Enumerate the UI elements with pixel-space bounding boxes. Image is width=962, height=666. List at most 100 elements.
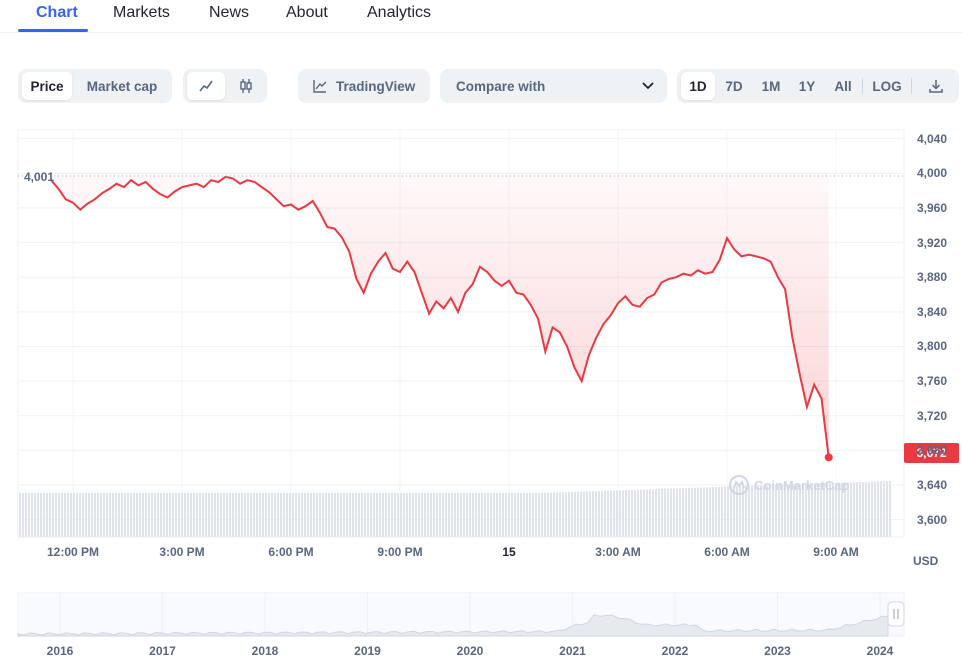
volume-bar — [517, 493, 519, 537]
volume-bar — [211, 493, 213, 537]
tab-markets[interactable]: Markets — [113, 4, 170, 21]
price-line — [50, 175, 830, 458]
volume-bar — [676, 488, 678, 537]
volume-bar — [325, 493, 327, 537]
volume-bar — [742, 486, 744, 537]
volume-bar — [241, 493, 243, 537]
volume-bar — [781, 484, 783, 537]
price-button[interactable]: Price — [22, 72, 72, 100]
range-1y-button[interactable]: 1Y — [798, 78, 816, 94]
compare-with-select[interactable]: Compare with — [440, 69, 667, 103]
volume-bar — [577, 491, 579, 537]
range-1d-button[interactable]: 1D — [681, 72, 715, 100]
tradingview-button[interactable]: TradingView — [298, 69, 430, 103]
volume-bar — [199, 493, 201, 537]
volume-bar — [232, 493, 234, 537]
x-tick-label: 9:00 AM — [813, 545, 859, 559]
log-scale-button[interactable]: LOG — [872, 78, 902, 94]
y-tick-label: 3,920 — [917, 235, 948, 250]
download-button[interactable] — [917, 72, 955, 100]
volume-bar — [754, 485, 756, 537]
volume-bar — [157, 493, 159, 537]
volume-bar — [124, 493, 126, 537]
y-tick-label: 3,680 — [917, 443, 948, 458]
volume-bar — [871, 481, 873, 537]
volume-bar — [52, 493, 54, 537]
volume-bar — [583, 491, 585, 537]
range-navigator[interactable] — [0, 592, 962, 638]
volume-bar — [397, 493, 399, 537]
navigator-year-label: 2023 — [764, 644, 791, 658]
volume-bar — [265, 493, 267, 537]
volume-bar — [385, 493, 387, 537]
candlestick-button[interactable] — [227, 72, 265, 100]
volume-bar — [271, 493, 273, 537]
market-cap-button[interactable]: Market cap — [86, 78, 158, 94]
volume-bar — [619, 490, 621, 537]
volume-bar — [370, 493, 372, 537]
volume-bar — [484, 493, 486, 537]
range-all-button[interactable]: All — [834, 78, 852, 94]
volume-bar — [133, 493, 135, 537]
volume-bar — [61, 493, 63, 537]
volume-bar — [511, 493, 513, 537]
volume-bar — [541, 493, 543, 537]
volume-bar — [121, 493, 123, 537]
volume-bar — [394, 493, 396, 537]
volume-bar — [625, 490, 627, 537]
volume-bar — [808, 483, 810, 537]
volume-bar — [760, 485, 762, 537]
volume-bar — [268, 493, 270, 537]
y-tick-label: 4,040 — [917, 131, 948, 146]
start-price-label: 4,001 — [24, 170, 55, 184]
tab-analytics[interactable]: Analytics — [367, 4, 432, 21]
volume-bar — [562, 492, 564, 537]
volume-bar — [832, 482, 834, 537]
volume-bar — [337, 493, 339, 537]
volume-bar — [880, 481, 882, 537]
navigator-handle[interactable] — [887, 601, 905, 627]
tab-news[interactable]: News — [209, 4, 250, 21]
x-tick-label: 15 — [502, 545, 516, 559]
volume-bar — [310, 493, 312, 537]
volume-bar — [616, 490, 618, 537]
volume-bar — [505, 493, 507, 537]
volume-bar — [301, 493, 303, 537]
volume-bar — [787, 484, 789, 537]
volume-bar — [610, 490, 612, 537]
volume-bar — [850, 482, 852, 537]
volume-bar — [145, 493, 147, 537]
volume-bar — [559, 492, 561, 537]
volume-bar — [673, 488, 675, 537]
coinmarketcap-watermark: CoinMarketCap — [728, 474, 849, 496]
volume-bar — [205, 493, 207, 537]
volume-bar — [283, 493, 285, 537]
volume-bar — [475, 493, 477, 537]
volume-bar — [724, 486, 726, 537]
navigator-year-label: 2019 — [354, 644, 381, 658]
navigator-year-label: 2021 — [559, 644, 586, 658]
volume-bar — [91, 493, 93, 537]
volume-bar — [796, 484, 798, 537]
volume-bar — [532, 493, 534, 537]
volume-bar — [814, 483, 816, 537]
range-1m-button[interactable]: 1M — [761, 78, 781, 94]
volume-bar — [103, 493, 105, 537]
volume-bar — [340, 493, 342, 537]
volume-bar — [439, 493, 441, 537]
volume-bar — [364, 493, 366, 537]
volume-bar — [343, 493, 345, 537]
volume-bar — [709, 487, 711, 537]
volume-bar — [100, 493, 102, 537]
volume-bar — [427, 493, 429, 537]
navigator-year-label: 2018 — [251, 644, 279, 658]
volume-bar — [655, 489, 657, 537]
range-7d-button[interactable]: 7D — [725, 78, 743, 94]
volume-bar — [112, 493, 114, 537]
line-chart-button[interactable] — [187, 72, 225, 100]
tab-chart[interactable]: Chart — [36, 4, 78, 21]
tab-about[interactable]: About — [286, 4, 328, 21]
current-price-dot — [824, 453, 833, 462]
y-tick-label: 3,600 — [917, 512, 948, 527]
